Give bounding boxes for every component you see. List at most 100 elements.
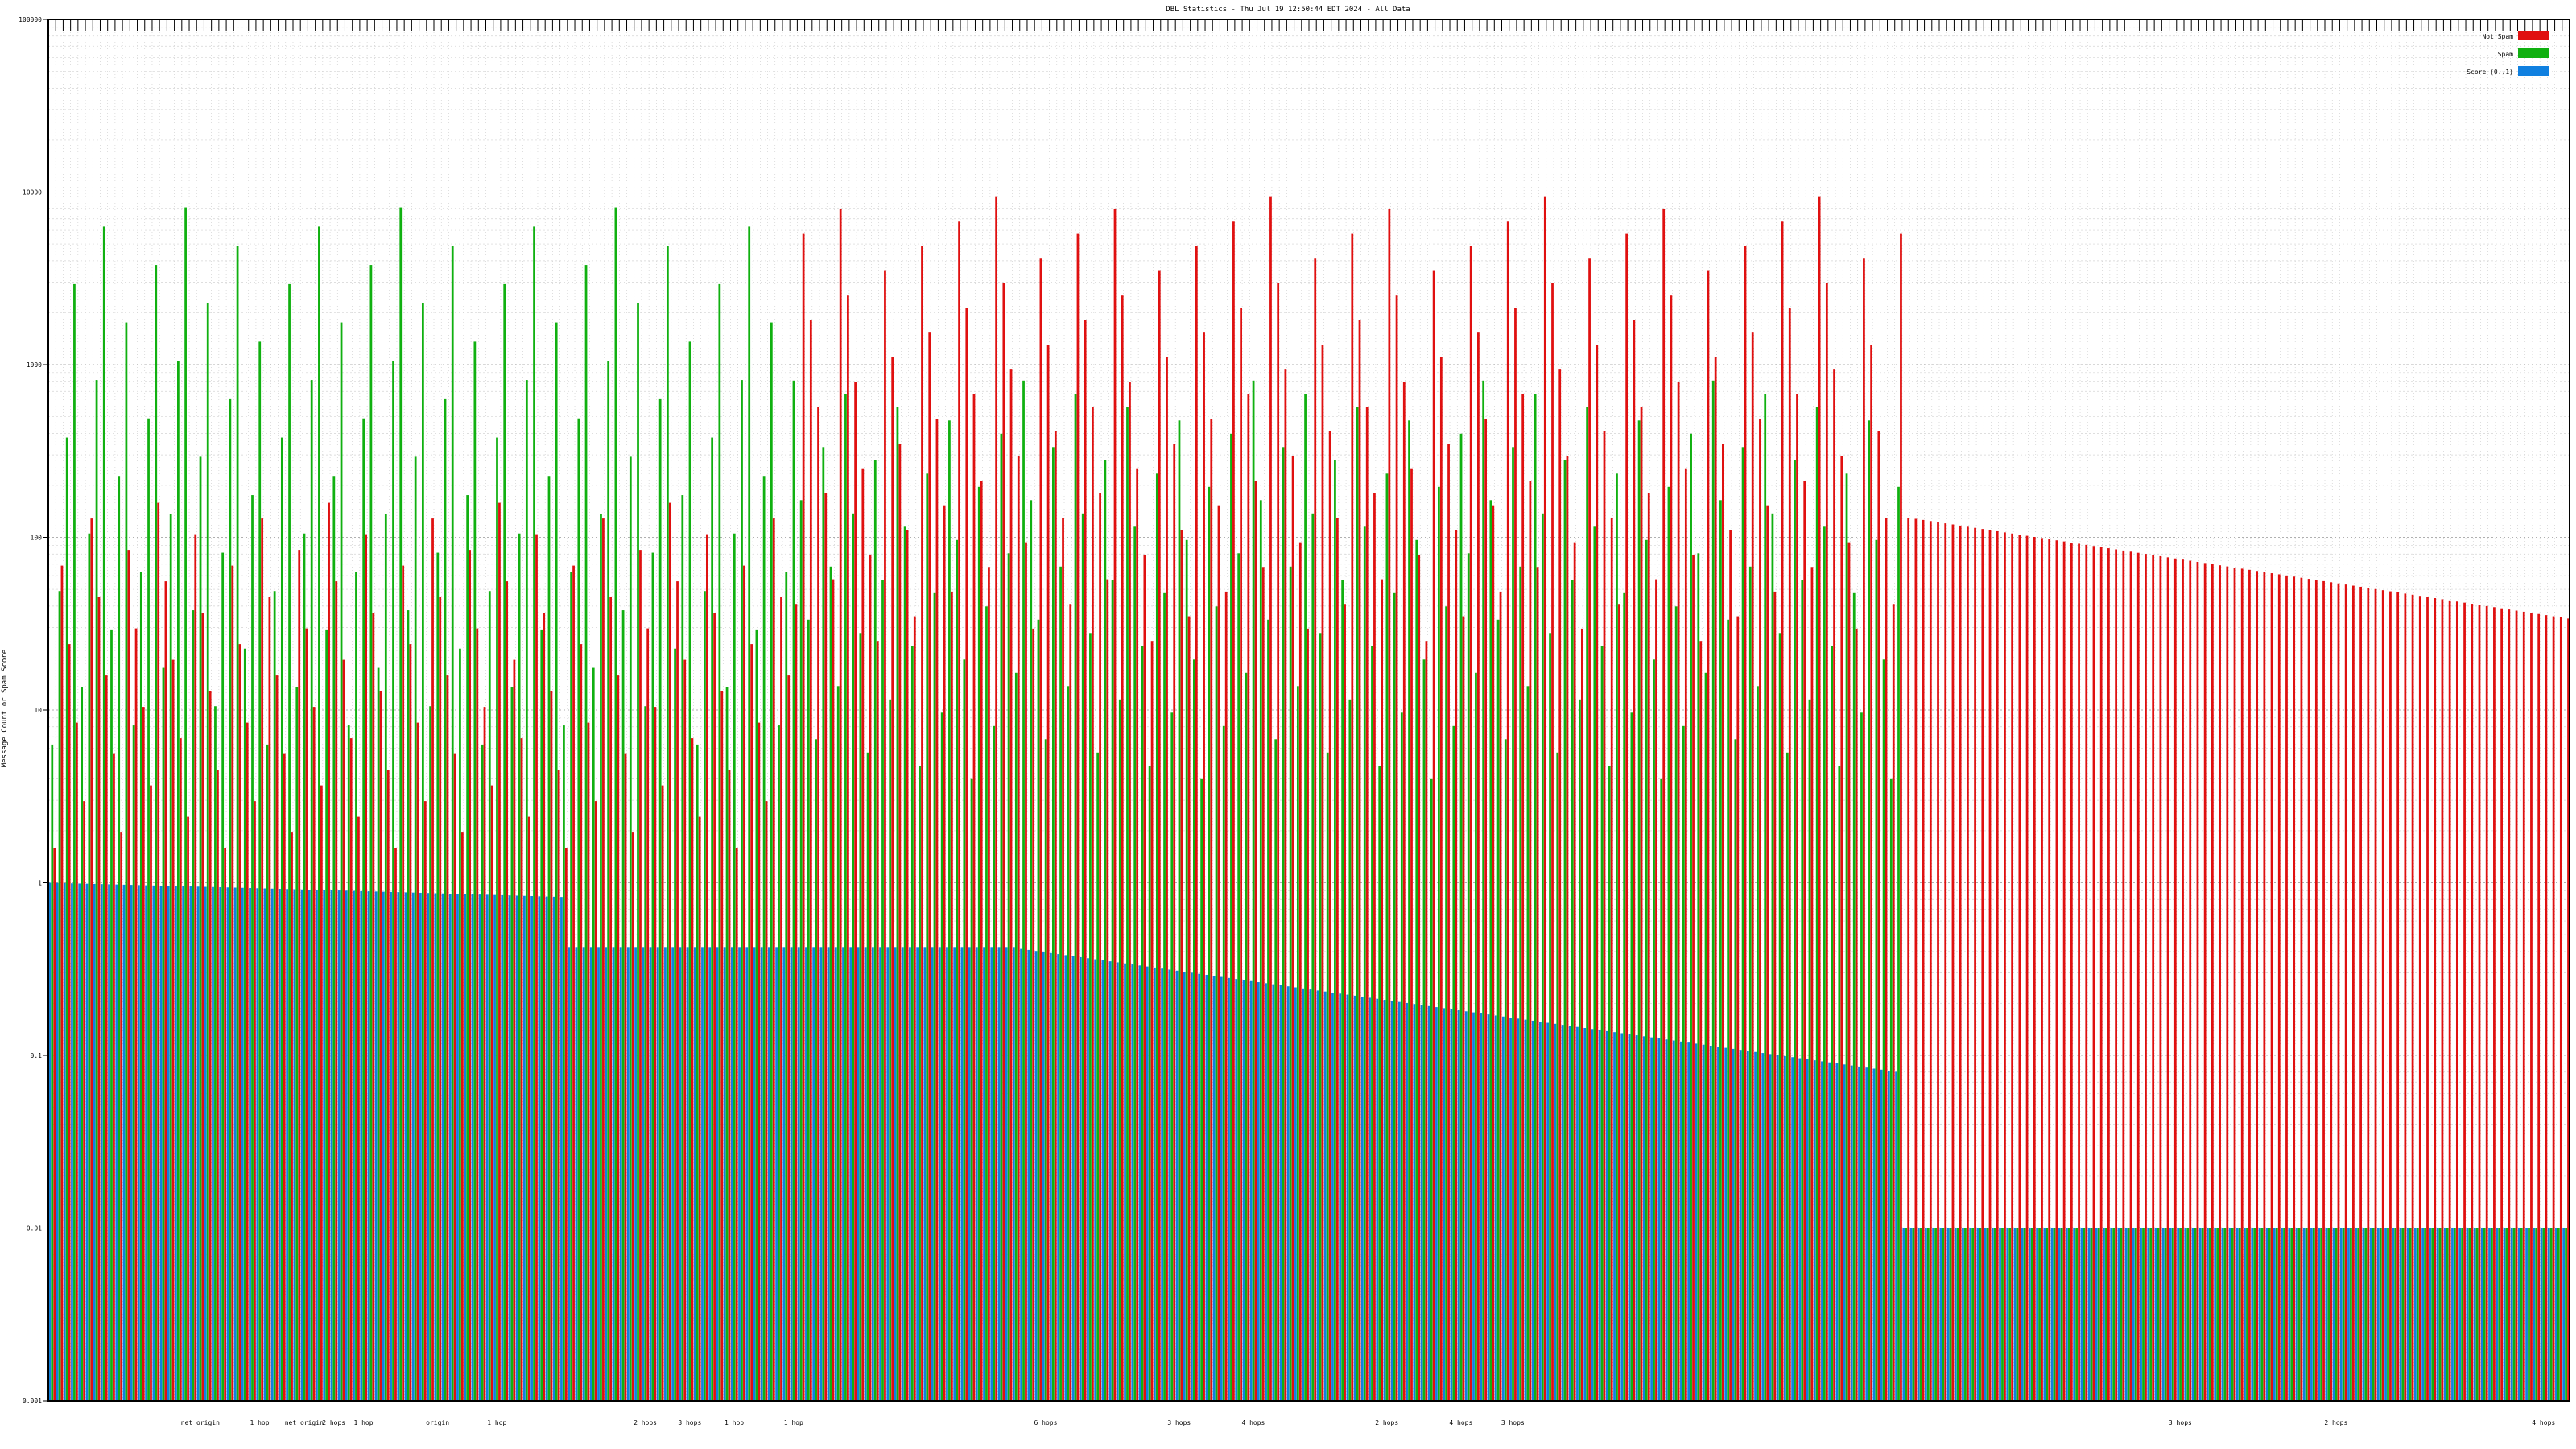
- bar-score: [1576, 1026, 1579, 1401]
- bar-spam: [229, 398, 232, 1401]
- bar-spam: [1882, 659, 1885, 1401]
- bar-score: [145, 885, 147, 1401]
- bar-group: [1057, 517, 1064, 1401]
- bar-not-spam: [1566, 456, 1569, 1401]
- bar-spam: [570, 572, 572, 1401]
- bar-not-spam: [1788, 308, 1791, 1401]
- bar-score: [1865, 1067, 1868, 1401]
- bar-not-spam: [743, 565, 745, 1401]
- bar-score: [1042, 952, 1045, 1401]
- bar-spam: [2424, 1228, 2426, 1401]
- bar-not-spam: [335, 581, 338, 1401]
- bar-group: [2443, 600, 2451, 1401]
- bar-score: [1546, 1022, 1550, 1401]
- bar-group: [642, 628, 650, 1401]
- bar-group: [1798, 481, 1806, 1401]
- bar-spam: [1259, 500, 1262, 1401]
- bar-group: [1302, 394, 1309, 1401]
- bar-score: [189, 886, 192, 1401]
- bar-group: [2073, 543, 2080, 1401]
- bar-spam: [555, 322, 558, 1402]
- bar-not-spam: [453, 753, 456, 1401]
- bar-spam: [815, 739, 817, 1401]
- bar-spam: [266, 744, 269, 1401]
- bar-spam: [384, 514, 387, 1401]
- bar-group: [1472, 332, 1480, 1401]
- bar-group: [1665, 295, 1673, 1402]
- bar-score: [575, 947, 578, 1401]
- bar-score: [1020, 948, 1022, 1401]
- bar-score: [1376, 998, 1379, 1401]
- bar-spam: [770, 322, 773, 1402]
- x-group-label: 4 hops: [1241, 1419, 1265, 1426]
- bar-group: [1509, 308, 1517, 1401]
- bar-score: [2177, 1228, 2180, 1401]
- bar-not-spam: [1514, 308, 1517, 1401]
- bar-spam: [1185, 539, 1188, 1401]
- bar-spam: [666, 246, 669, 1401]
- bar-score: [701, 947, 704, 1401]
- bar-spam: [1608, 766, 1611, 1401]
- bar-not-spam: [2552, 616, 2555, 1401]
- bar-not-spam: [1529, 481, 1532, 1401]
- bar-group: [1761, 394, 1769, 1401]
- bar-spam: [1667, 486, 1670, 1401]
- bar-group: [560, 725, 568, 1401]
- bar-not-spam: [1232, 221, 1235, 1401]
- bar-group: [753, 629, 761, 1401]
- bar-score: [671, 947, 675, 1401]
- bar-spam: [836, 686, 840, 1401]
- bar-score: [1605, 1030, 1608, 1401]
- bar-score: [1094, 959, 1097, 1401]
- bar-score: [812, 947, 815, 1401]
- bar-not-spam: [1240, 308, 1243, 1401]
- bar-score: [1457, 1009, 1460, 1401]
- bar-score: [1413, 1004, 1416, 1401]
- bar-spam: [2030, 1228, 2033, 1401]
- bar-spam: [80, 687, 84, 1401]
- bar-group: [1717, 444, 1724, 1401]
- bar-group: [738, 380, 745, 1402]
- bar-spam: [2260, 1228, 2264, 1401]
- bar-group: [1776, 221, 1784, 1401]
- bar-not-spam: [943, 505, 946, 1401]
- bar-spam: [629, 456, 632, 1401]
- bar-group: [805, 320, 812, 1401]
- bar-not-spam: [1840, 456, 1843, 1401]
- bar-score: [85, 883, 89, 1401]
- bar-spam: [889, 699, 892, 1401]
- bar-spam: [2083, 1228, 2086, 1401]
- bar-group: [316, 226, 323, 1401]
- bar-not-spam: [1455, 530, 1458, 1401]
- bar-score: [2124, 1228, 2128, 1401]
- bar-score: [716, 947, 719, 1401]
- bar-not-spam: [97, 597, 101, 1401]
- bar-score: [159, 886, 163, 1401]
- bar-score: [2214, 1228, 2217, 1401]
- bars: [48, 196, 2570, 1402]
- bar-spam: [2268, 1228, 2271, 1401]
- bar-not-spam: [1937, 522, 1939, 1401]
- bar-score: [1302, 988, 1305, 1401]
- bar-not-spam: [1335, 517, 1339, 1401]
- bar-group: [1739, 246, 1747, 1401]
- bar-score: [2169, 1228, 2172, 1401]
- bar-spam: [866, 752, 869, 1401]
- bar-spam: [1148, 766, 1151, 1401]
- bar-not-spam: [988, 567, 990, 1401]
- bar-spam: [273, 591, 276, 1401]
- bar-group: [2161, 557, 2169, 1401]
- bar-spam: [778, 725, 780, 1401]
- bar-group: [501, 283, 509, 1401]
- bar-spam: [881, 580, 884, 1401]
- bar-group: [85, 518, 93, 1401]
- bar-score: [1517, 1018, 1520, 1401]
- bar-spam: [1734, 739, 1737, 1401]
- bar-group: [397, 207, 405, 1402]
- bar-group: [2140, 554, 2147, 1402]
- bar-spam: [600, 514, 602, 1401]
- legend-swatch: [2518, 48, 2549, 58]
- bar-group: [2006, 533, 2014, 1401]
- bar-score: [2451, 1228, 2454, 1401]
- bar-score: [886, 947, 890, 1401]
